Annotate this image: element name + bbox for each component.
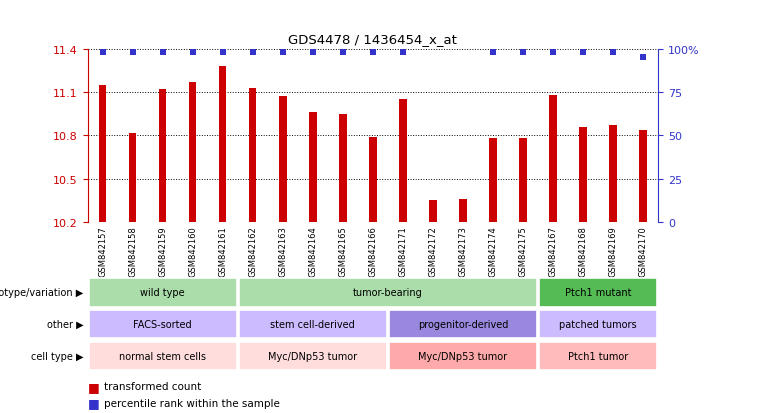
Text: FACS-sorted: FACS-sorted [133, 319, 192, 330]
Bar [339, 114, 346, 223]
Bar [309, 113, 317, 223]
Bar [519, 139, 527, 223]
Text: wild type: wild type [140, 287, 185, 298]
Bar [89, 310, 237, 339]
Text: ■: ■ [88, 380, 103, 393]
Bar [540, 342, 657, 370]
Text: Myc/DNp53 tumor: Myc/DNp53 tumor [268, 351, 358, 361]
Bar [129, 133, 136, 223]
Text: other ▶: other ▶ [47, 319, 84, 330]
Text: normal stem cells: normal stem cells [119, 351, 206, 361]
Text: stem cell-derived: stem cell-derived [270, 319, 355, 330]
Bar [639, 131, 647, 223]
Text: cell type ▶: cell type ▶ [31, 351, 84, 361]
Text: Ptch1 mutant: Ptch1 mutant [565, 287, 632, 298]
Bar [99, 85, 107, 223]
Bar [159, 90, 167, 223]
Bar [429, 201, 437, 223]
Text: progenitor-derived: progenitor-derived [418, 319, 508, 330]
Title: GDS4478 / 1436454_x_at: GDS4478 / 1436454_x_at [288, 33, 457, 45]
Bar [89, 342, 237, 370]
Bar [389, 310, 537, 339]
Text: ■: ■ [88, 396, 103, 409]
Bar [540, 278, 657, 307]
Bar [400, 100, 406, 223]
Bar [239, 278, 537, 307]
Bar [610, 126, 617, 223]
Bar [239, 342, 387, 370]
Bar [549, 96, 557, 223]
Bar [189, 83, 196, 223]
Bar [89, 278, 237, 307]
Text: transformed count: transformed count [104, 381, 202, 391]
Bar [219, 67, 227, 223]
Text: Myc/DNp53 tumor: Myc/DNp53 tumor [419, 351, 508, 361]
Bar [459, 199, 466, 223]
Bar [279, 97, 287, 223]
Text: genotype/variation ▶: genotype/variation ▶ [0, 287, 84, 298]
Bar [369, 138, 377, 223]
Text: Ptch1 tumor: Ptch1 tumor [568, 351, 629, 361]
Bar [489, 139, 497, 223]
Text: percentile rank within the sample: percentile rank within the sample [104, 398, 280, 408]
Text: tumor-bearing: tumor-bearing [353, 287, 423, 298]
Bar [239, 310, 387, 339]
Bar [249, 88, 256, 223]
Bar [540, 310, 657, 339]
Bar [579, 128, 587, 223]
Text: patched tumors: patched tumors [559, 319, 637, 330]
Bar [389, 342, 537, 370]
